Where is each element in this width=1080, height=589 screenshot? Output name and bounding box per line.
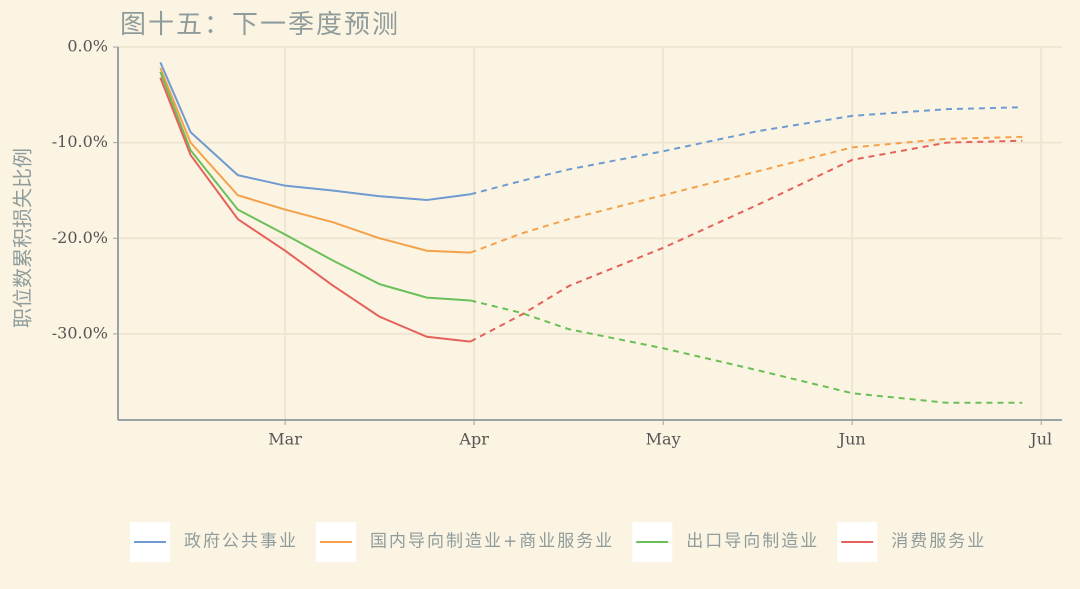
x-tick-label: Apr xyxy=(458,430,489,449)
line xyxy=(159,77,471,343)
y-tick-label: -20.0% xyxy=(52,228,108,247)
y-tick-label: -30.0% xyxy=(52,323,108,342)
y-tick-label: 0.0% xyxy=(67,37,108,56)
y-axis-label: 职位数累积损失比例 xyxy=(11,148,35,328)
line xyxy=(469,139,1023,343)
x-tick-label: May xyxy=(646,430,681,449)
legend-label: 出口导向制造业 xyxy=(686,532,819,552)
x-tick-label: Mar xyxy=(268,430,302,449)
chart-title: 图十五：下一季度预测 xyxy=(120,10,400,40)
line xyxy=(159,61,471,202)
line xyxy=(159,71,471,302)
x-tick-label: Jun xyxy=(837,430,866,449)
legend-label: 政府公共事业 xyxy=(184,532,298,552)
legend-label: 消费服务业 xyxy=(891,532,986,552)
line xyxy=(159,67,471,254)
x-tick-label: Jul xyxy=(1028,430,1052,449)
line xyxy=(470,299,1023,404)
line xyxy=(469,135,1023,254)
legend-label: 国内导向制造业+商业服务业 xyxy=(370,532,614,552)
y-tick-label: -10.0% xyxy=(52,132,108,151)
line xyxy=(470,106,1023,196)
